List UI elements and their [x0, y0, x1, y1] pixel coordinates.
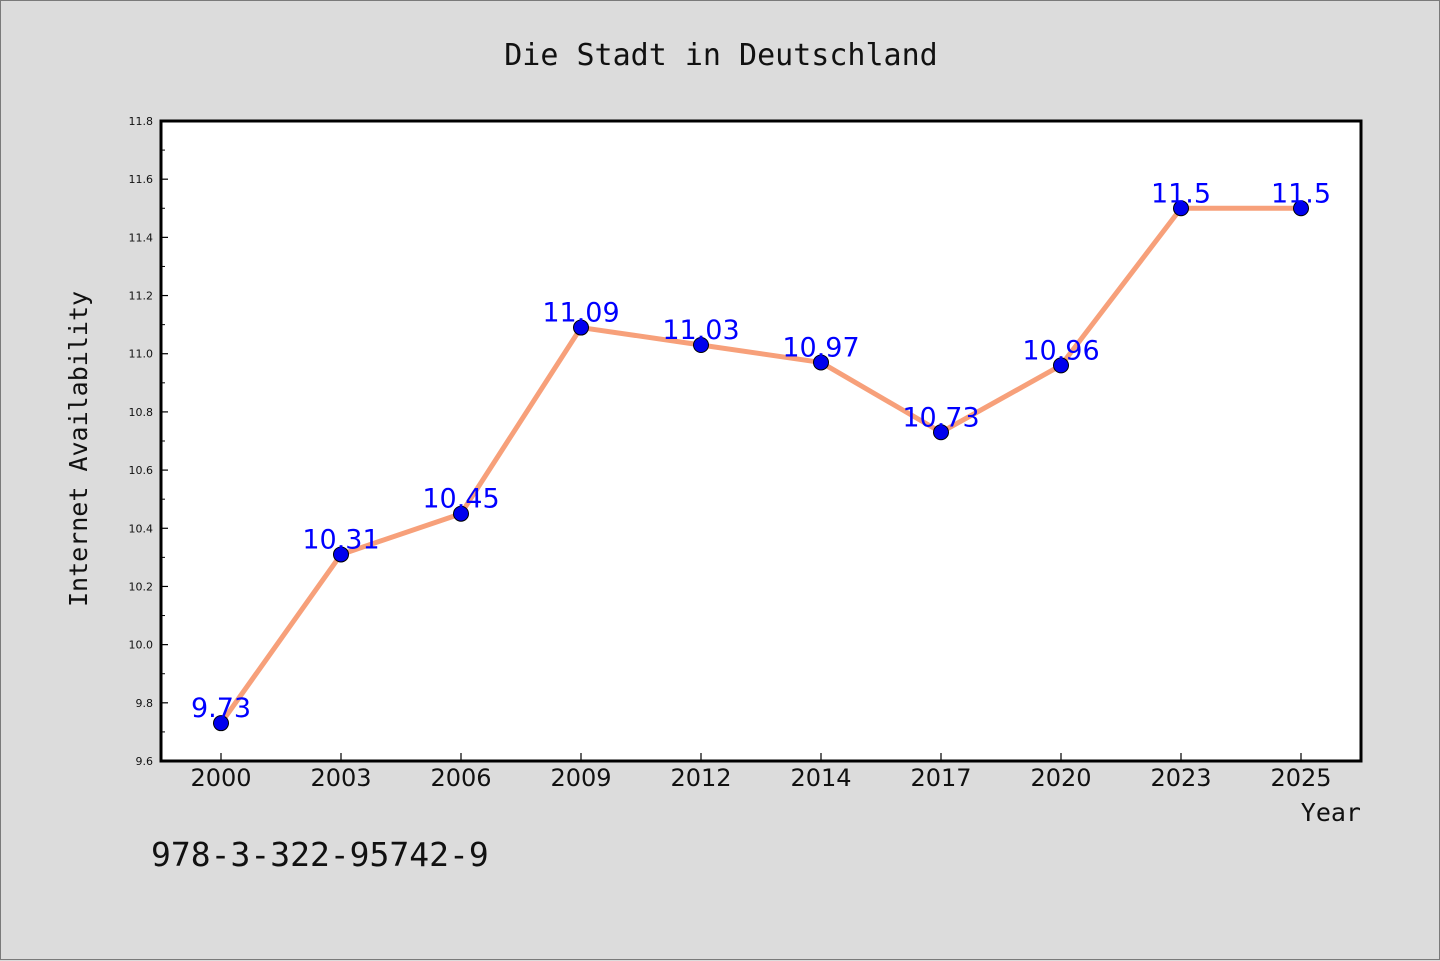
- y-tick-label: 10.6: [129, 464, 154, 477]
- data-label: 11.03: [662, 315, 739, 346]
- y-axis: 9.6 9.8 10.0 10.2 10.4 10.6 10.8 11.0 11.2 11.4 11…: [129, 115, 168, 768]
- y-tick-label: 11.8: [129, 115, 154, 128]
- data-label: 11.5: [1151, 178, 1211, 209]
- y-tick-label: 10.2: [129, 580, 154, 593]
- y-tick-label: 11.2: [129, 290, 154, 303]
- data-label: 11.09: [542, 298, 619, 329]
- y-tick-label: 9.6: [136, 755, 154, 768]
- x-axis-label: Year: [1301, 798, 1361, 827]
- x-tick-label: 2012: [670, 764, 731, 792]
- data-point: [213, 715, 229, 732]
- y-tick-label: 9.8: [136, 697, 154, 710]
- data-point: [933, 424, 949, 441]
- x-tick-label: 2023: [1150, 764, 1211, 792]
- x-tick-label: 2003: [310, 764, 371, 792]
- y-tick-label: 10.8: [129, 406, 154, 419]
- x-tick-label: 2009: [550, 764, 611, 792]
- data-series: [213, 200, 1309, 732]
- y-tick-label: 11.4: [129, 231, 154, 244]
- data-point: [1173, 200, 1189, 217]
- y-tick-label: 10.4: [129, 522, 154, 535]
- data-labels: 9.73 10.31 10.45 11.09 11.03 10.97 10.73 10.96 1…: [191, 178, 1331, 724]
- data-label: 10.45: [422, 484, 499, 515]
- data-label: 10.96: [1022, 335, 1099, 366]
- series-line: [218, 205, 1304, 726]
- data-point: [453, 505, 469, 522]
- data-point: [1053, 357, 1069, 374]
- data-label: 11.5: [1271, 178, 1331, 209]
- x-tick-label: 2017: [910, 764, 971, 792]
- data-label: 10.73: [902, 402, 979, 433]
- y-tick-label: 11.6: [129, 173, 154, 186]
- y-tick-label: 11.0: [129, 348, 154, 361]
- data-point: [693, 337, 709, 353]
- isbn-text: 978-3-322-95742-9: [151, 835, 489, 874]
- chart-title: Die Stadt in Deutschland: [504, 38, 937, 73]
- data-label: 9.73: [191, 693, 251, 724]
- x-tick-label: 2014: [790, 764, 851, 792]
- x-tick-label: 2006: [430, 764, 491, 792]
- x-tick-label: 2000: [190, 764, 251, 792]
- plot-area: [159, 119, 1363, 763]
- x-tick-label: 2025: [1270, 764, 1331, 792]
- x-axis: 2000 2003 2006 2009 2012 2014 2017 2020 2023 2025: [190, 753, 1332, 792]
- x-tick-label: 2020: [1030, 764, 1091, 792]
- data-point: [813, 354, 829, 371]
- y-tick-label: 10.0: [129, 639, 154, 652]
- data-label: 10.97: [782, 332, 859, 363]
- data-point: [573, 319, 589, 336]
- data-point: [333, 546, 349, 563]
- data-label: 10.31: [302, 524, 379, 555]
- y-axis-label: Internet Availability: [64, 291, 93, 607]
- data-point: [1293, 200, 1309, 217]
